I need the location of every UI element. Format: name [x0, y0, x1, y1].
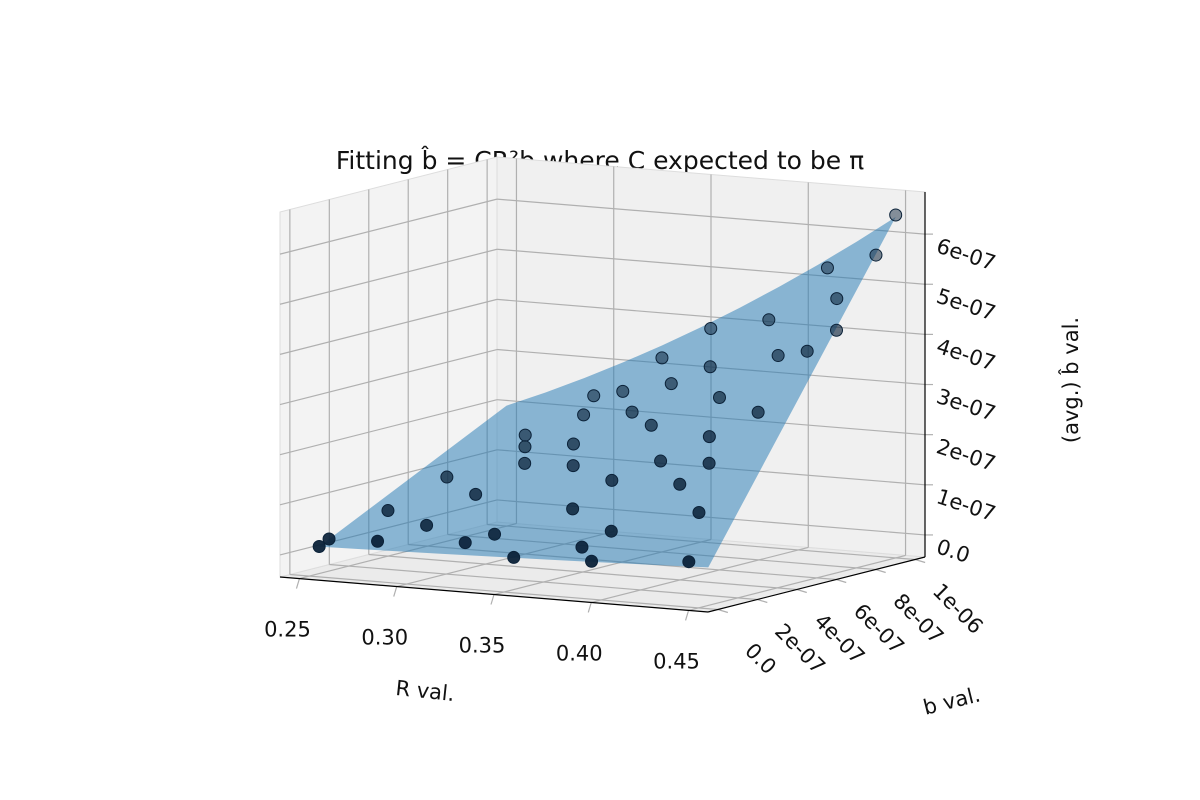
- x-tick-label: 0.45: [653, 649, 700, 673]
- data-point: [713, 390, 726, 404]
- data-point: [488, 527, 502, 541]
- grid-line: [279, 198, 498, 255]
- data-point: [604, 524, 618, 538]
- data-point: [644, 418, 658, 432]
- tick-mark: [875, 568, 886, 574]
- tick-mark: [587, 602, 592, 613]
- data-point: [800, 344, 814, 358]
- data-point: [654, 454, 668, 468]
- data-point: [507, 550, 521, 564]
- tick-mark: [393, 586, 398, 597]
- data-point: [566, 459, 580, 473]
- tick-mark: [684, 610, 690, 621]
- data-point: [704, 321, 718, 335]
- grid-line: [329, 563, 758, 601]
- grid-line: [496, 298, 926, 335]
- fit-surface: [319, 217, 896, 568]
- x-axis-label: R val.: [394, 676, 455, 706]
- tick-mark: [836, 578, 847, 584]
- data-point: [830, 323, 843, 337]
- data-point: [371, 534, 385, 548]
- y-tick-label: 0.0: [740, 638, 781, 679]
- data-point: [605, 473, 619, 487]
- data-point: [625, 405, 639, 419]
- data-point: [322, 532, 336, 546]
- data-point: [682, 555, 696, 569]
- grid-line: [368, 553, 797, 591]
- y-axis-label: b val.: [921, 682, 983, 719]
- x-tick-label: 0.30: [361, 626, 408, 650]
- z-tick-label: 4e-07: [934, 334, 999, 376]
- data-point: [587, 389, 601, 403]
- grid-line: [279, 248, 498, 305]
- z-tick-label: 1e-07: [934, 484, 999, 526]
- tick-mark: [914, 558, 926, 564]
- data-point: [469, 487, 483, 501]
- data-point: [518, 456, 532, 470]
- z-tick-label: 6e-07: [934, 234, 999, 276]
- tick-mark: [295, 578, 301, 589]
- tick-mark: [796, 588, 807, 594]
- data-point: [518, 428, 532, 442]
- grid-line: [496, 198, 926, 235]
- x-tick-label: 0.35: [459, 634, 506, 658]
- grid-line: [289, 573, 718, 611]
- z-tick-label: 2e-07: [934, 434, 999, 476]
- data-point: [381, 504, 395, 518]
- data-point: [655, 351, 669, 365]
- data-point: [762, 313, 776, 327]
- tick-mark: [717, 608, 729, 614]
- data-point: [575, 540, 589, 554]
- grid-line: [279, 298, 498, 355]
- data-point: [312, 540, 326, 554]
- data-point: [830, 292, 844, 306]
- grid-line: [279, 348, 498, 406]
- data-point: [566, 502, 580, 516]
- data-point: [577, 408, 591, 422]
- data-point: [458, 536, 472, 550]
- data-point: [751, 405, 765, 419]
- x-tick-label: 0.40: [556, 641, 603, 665]
- data-point: [664, 377, 678, 391]
- data-point: [771, 349, 785, 363]
- z-tick-label: 5e-07: [934, 284, 999, 326]
- data-point: [518, 440, 532, 454]
- z-axis-label: (avg.) b̂ val.: [1058, 317, 1083, 443]
- data-point: [616, 384, 630, 398]
- axis-line: [707, 556, 926, 613]
- data-point: [673, 477, 687, 491]
- grid-line: [279, 399, 498, 456]
- data-point: [585, 554, 599, 568]
- data-point: [566, 437, 580, 451]
- x-tick-label: 0.25: [264, 618, 311, 642]
- data-point: [703, 360, 717, 374]
- grid-line: [688, 554, 906, 611]
- grid-line: [591, 546, 809, 604]
- z-tick-label: 3e-07: [934, 384, 999, 426]
- data-point: [869, 248, 883, 262]
- data-point: [702, 430, 716, 444]
- data-point: [702, 456, 716, 470]
- z-tick-label: 0.0: [934, 535, 973, 568]
- axis-line: [279, 576, 709, 613]
- data-point: [820, 261, 834, 275]
- tick-mark: [490, 594, 495, 605]
- data-point: [692, 506, 706, 520]
- tick-mark: [757, 598, 768, 604]
- data-point: [440, 470, 454, 484]
- data-point: [889, 208, 903, 222]
- data-point: [420, 518, 434, 532]
